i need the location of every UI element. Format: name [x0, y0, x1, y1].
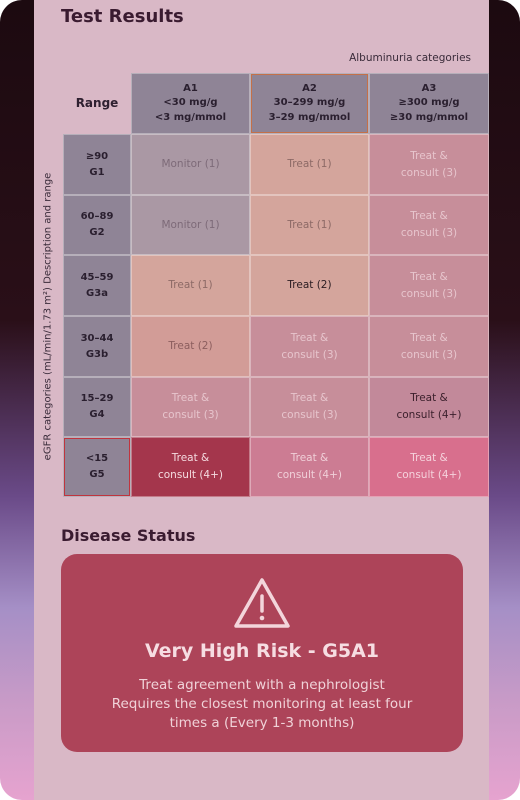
grid-cell-g2-a3[interactable]: Treat & consult (3) [369, 195, 489, 255]
egfr-axis-label: eGFR categories (mL/min/1.73 m²) Descrip… [42, 172, 54, 460]
grid-cell-g1-a1[interactable]: Monitor (1) [131, 134, 250, 195]
grid-cell-g4-a1[interactable]: Treat & consult (3) [131, 377, 250, 437]
grid-cell-g2-a1[interactable]: Monitor (1) [131, 195, 250, 255]
row-header-g3b: 30–44 G3b [63, 316, 131, 377]
grid-cell-g3a-a2[interactable]: Treat (2) [250, 255, 369, 316]
page-title: Test Results [61, 6, 184, 27]
risk-level: Very High Risk - G5A1 [144, 640, 380, 662]
column-header-a1: A1 <30 mg/g <3 mg/mmol [131, 73, 250, 134]
grid-cell-g1-a3[interactable]: Treat & consult (3) [369, 134, 489, 195]
row-header-g2: 60–89 G2 [63, 195, 131, 255]
column-header-a3: A3 ≥300 mg/g ≥30 mg/mmol [369, 73, 489, 134]
row-header-g3a: 45–59 G3a [63, 255, 131, 316]
grid-cell-g1-a2[interactable]: Treat (1) [250, 134, 369, 195]
albuminuria-label: Albuminuria categories [349, 52, 471, 64]
range-header: Range [63, 73, 131, 134]
grid-cell-g3b-a2[interactable]: Treat & consult (3) [250, 316, 369, 377]
row-header-g4: 15–29 G4 [63, 377, 131, 437]
row-header-g5: <15 G5 [63, 437, 131, 497]
grid-cell-g3a-a1[interactable]: Treat (1) [131, 255, 250, 316]
status-description: Treat agreement with a nephrologist Requ… [111, 677, 413, 731]
grid-cell-g3b-a1[interactable]: Treat (2) [131, 316, 250, 377]
grid-cell-g5-a2[interactable]: Treat & consult (4+) [250, 437, 369, 497]
grid-cell-g3a-a3[interactable]: Treat & consult (3) [369, 255, 489, 316]
grid-cell-g5-a3[interactable]: Treat & consult (4+) [369, 437, 489, 497]
row-header-g1: ≥90 G1 [63, 134, 131, 195]
grid-cell-g5-a1-selected[interactable]: Treat & consult (4+) [131, 437, 250, 497]
disease-status-title: Disease Status [61, 526, 196, 545]
column-header-a2: A2 30–299 mg/g 3–29 mg/mmol [250, 73, 369, 134]
grid-cell-g4-a3[interactable]: Treat & consult (4+) [369, 377, 489, 437]
warning-triangle-icon [234, 578, 290, 628]
grid-cell-g4-a2[interactable]: Treat & consult (3) [250, 377, 369, 437]
grid-cell-g3b-a3[interactable]: Treat & consult (3) [369, 316, 489, 377]
disease-status-card: Very High Risk - G5A1 Treat agreement wi… [61, 554, 463, 752]
grid-cell-g2-a2[interactable]: Treat (1) [250, 195, 369, 255]
